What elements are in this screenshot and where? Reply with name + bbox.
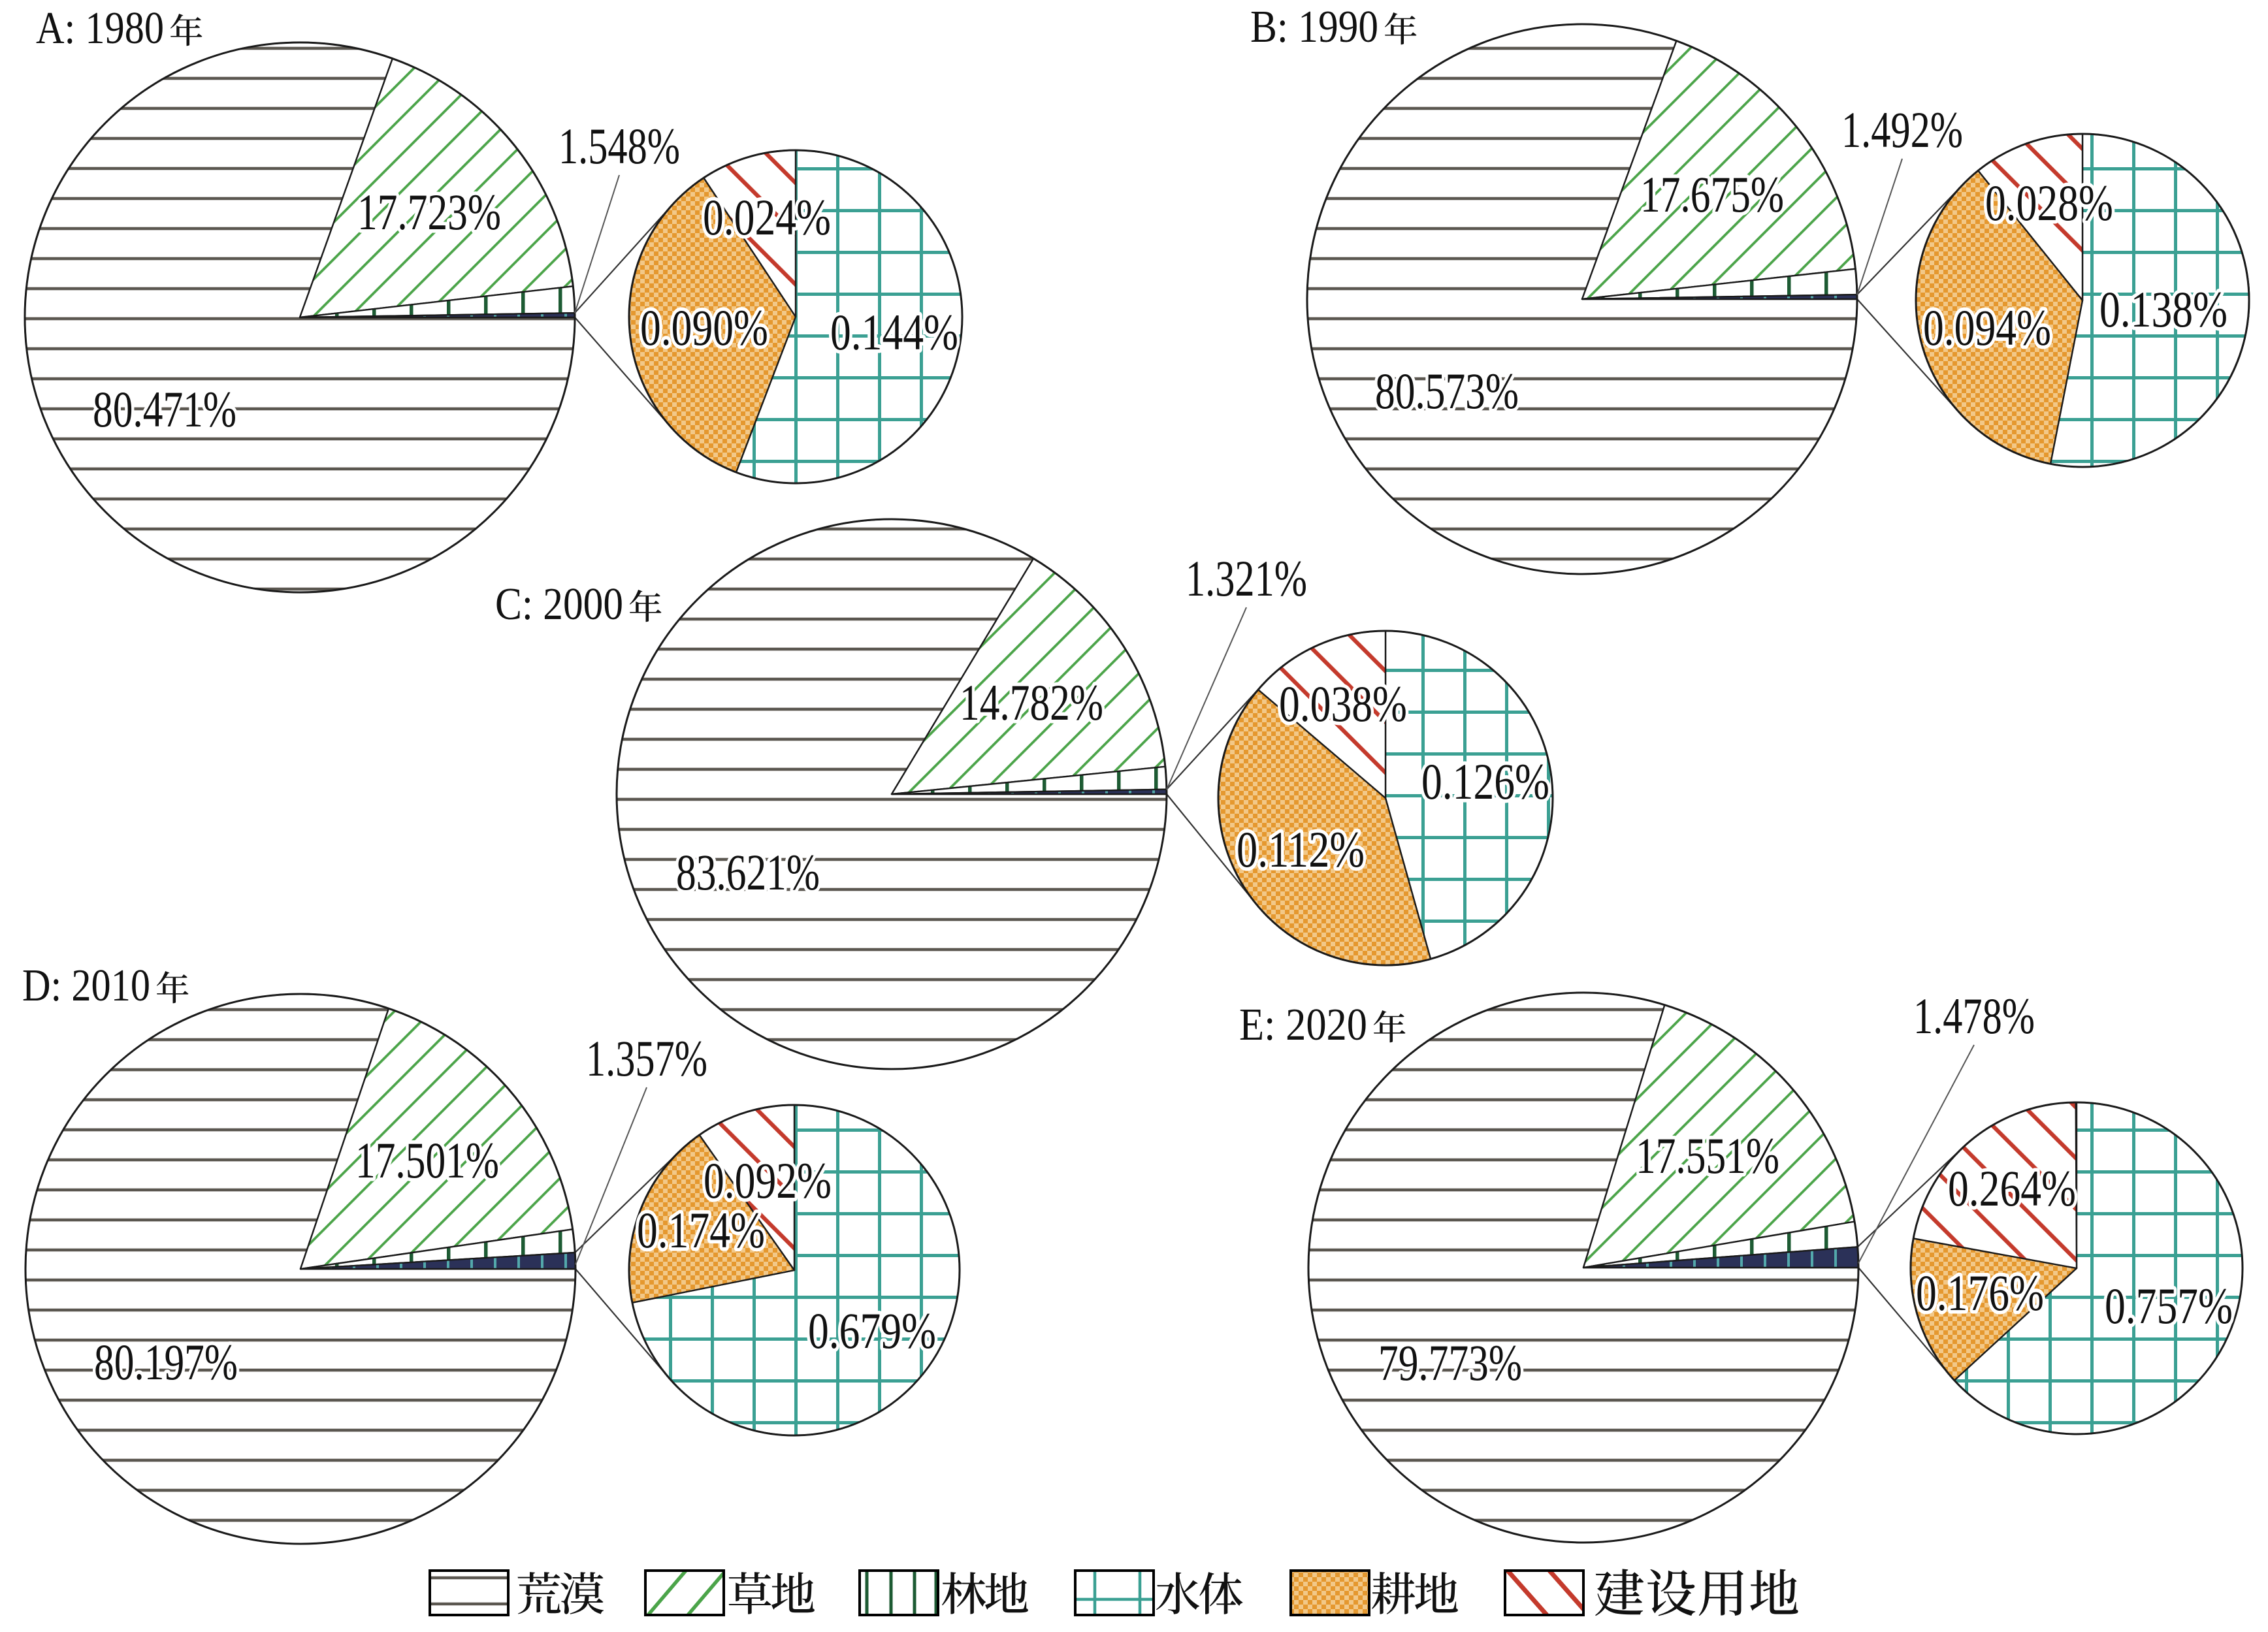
svg-text:1.357%: 1.357%	[586, 1030, 707, 1087]
svg-text:E: 2020: E: 2020	[1239, 1000, 1367, 1050]
svg-text:0.090%: 0.090%	[640, 299, 768, 356]
svg-text:17.675%: 17.675%	[1640, 166, 1784, 223]
svg-text:0.028%: 0.028%	[1985, 174, 2113, 231]
svg-text:0.024%: 0.024%	[703, 189, 831, 246]
svg-text:0.094%: 0.094%	[1923, 299, 2051, 356]
svg-text:80.197%: 80.197%	[94, 1334, 238, 1390]
svg-text:0.092%: 0.092%	[704, 1152, 832, 1209]
svg-text:17.723%: 17.723%	[357, 184, 501, 240]
svg-text:0.038%: 0.038%	[1279, 675, 1407, 732]
svg-text:A: 1980: A: 1980	[36, 3, 164, 54]
svg-text:0.144%: 0.144%	[830, 304, 958, 360]
svg-text:0.138%: 0.138%	[2099, 281, 2228, 338]
svg-text:D: 2010: D: 2010	[22, 961, 150, 1011]
svg-text:0.679%: 0.679%	[808, 1302, 936, 1359]
svg-text:0.174%: 0.174%	[637, 1202, 765, 1258]
svg-text:0.757%: 0.757%	[2105, 1277, 2233, 1334]
svg-text:83.621%: 83.621%	[676, 844, 820, 901]
svg-text:C: 2000: C: 2000	[495, 579, 623, 630]
svg-text:79.773%: 79.773%	[1378, 1334, 1522, 1391]
svg-text:14.782%: 14.782%	[960, 674, 1103, 731]
svg-text:0.126%: 0.126%	[1421, 753, 1549, 810]
svg-text:0.264%: 0.264%	[1948, 1160, 2076, 1217]
svg-text:0.176%: 0.176%	[1916, 1264, 2044, 1321]
svg-text:1.478%: 1.478%	[1913, 987, 2035, 1044]
svg-text:17.551%: 17.551%	[1636, 1127, 1779, 1184]
svg-text:1.492%: 1.492%	[1841, 101, 1963, 158]
svg-text:17.501%: 17.501%	[355, 1132, 499, 1189]
svg-text:1.548%: 1.548%	[559, 118, 680, 174]
svg-text:B: 1990: B: 1990	[1250, 2, 1378, 52]
svg-text:0.112%: 0.112%	[1237, 821, 1365, 878]
svg-text:80.471%: 80.471%	[93, 381, 236, 438]
svg-text:80.573%: 80.573%	[1375, 362, 1519, 419]
svg-text:1.321%: 1.321%	[1186, 550, 1307, 607]
